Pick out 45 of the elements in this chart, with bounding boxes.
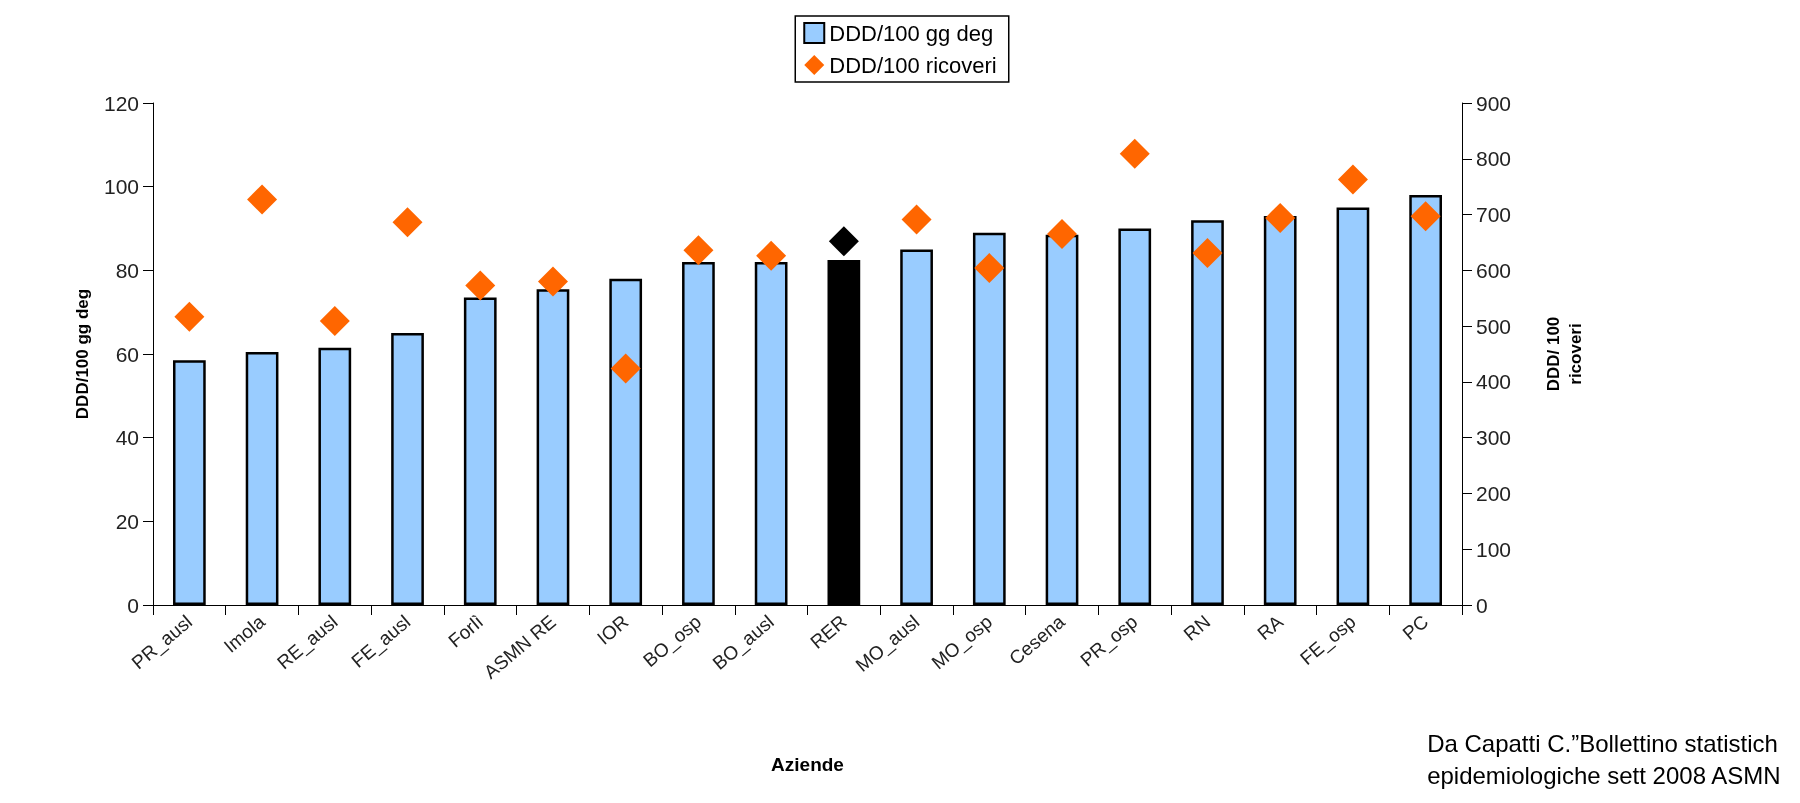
- y-tick-label: 40: [115, 426, 139, 450]
- y2-tick-label: 100: [1476, 537, 1512, 561]
- y2-tick-label: 200: [1476, 481, 1512, 505]
- y-tick-label: 20: [115, 509, 139, 533]
- y2-tick-label: 400: [1476, 370, 1512, 394]
- point: [828, 226, 859, 257]
- x-tick-label: IOR: [593, 610, 633, 649]
- y-tick-label: 0: [127, 593, 139, 617]
- legend-label: DDD/100 gg deg: [829, 20, 994, 46]
- point: [537, 266, 568, 297]
- point: [1119, 138, 1150, 169]
- point: [1047, 219, 1078, 250]
- x-tick-label: RA: [1253, 610, 1288, 645]
- y2-tick-label: 700: [1476, 203, 1512, 227]
- y2-tick-label: 900: [1476, 91, 1512, 115]
- point: [392, 207, 423, 238]
- point: [319, 306, 350, 337]
- point: [756, 240, 787, 271]
- x-tick-label: RN: [1179, 610, 1215, 645]
- text: Da Capatti C.”Bollettino statistich epidemiologiche sett 2008 ASMN: [1427, 729, 1781, 789]
- legend-label: DDD/100 ricoveri: [829, 52, 997, 78]
- point: [1410, 201, 1441, 232]
- point: [901, 204, 932, 235]
- y-tick-label: 100: [103, 175, 139, 199]
- y2-tick-label: 600: [1476, 258, 1512, 282]
- point: [247, 184, 278, 215]
- point: [1265, 202, 1296, 233]
- point: [683, 235, 714, 266]
- y-tick-label: 80: [115, 258, 139, 282]
- x-tick-label: PC: [1398, 610, 1433, 645]
- point: [610, 353, 641, 384]
- y2-tick-label: 800: [1476, 147, 1512, 171]
- y2-tick-label: 500: [1476, 314, 1512, 338]
- x-axis-title: Aziende: [771, 754, 844, 775]
- y-tick-label: 60: [115, 342, 139, 366]
- point: [465, 270, 496, 301]
- y2-tick-label: 300: [1476, 426, 1512, 450]
- point: [174, 301, 205, 332]
- y-tick-label: 120: [103, 91, 139, 115]
- y-axis-title: DDD/100 gg deg: [72, 288, 92, 420]
- point: [974, 253, 1005, 284]
- point: [1192, 238, 1223, 269]
- point: [1337, 164, 1368, 195]
- y2-axis-title: DDD/ 100 ricoveri: [1543, 316, 1585, 392]
- y2-tick-label: 0: [1476, 593, 1488, 617]
